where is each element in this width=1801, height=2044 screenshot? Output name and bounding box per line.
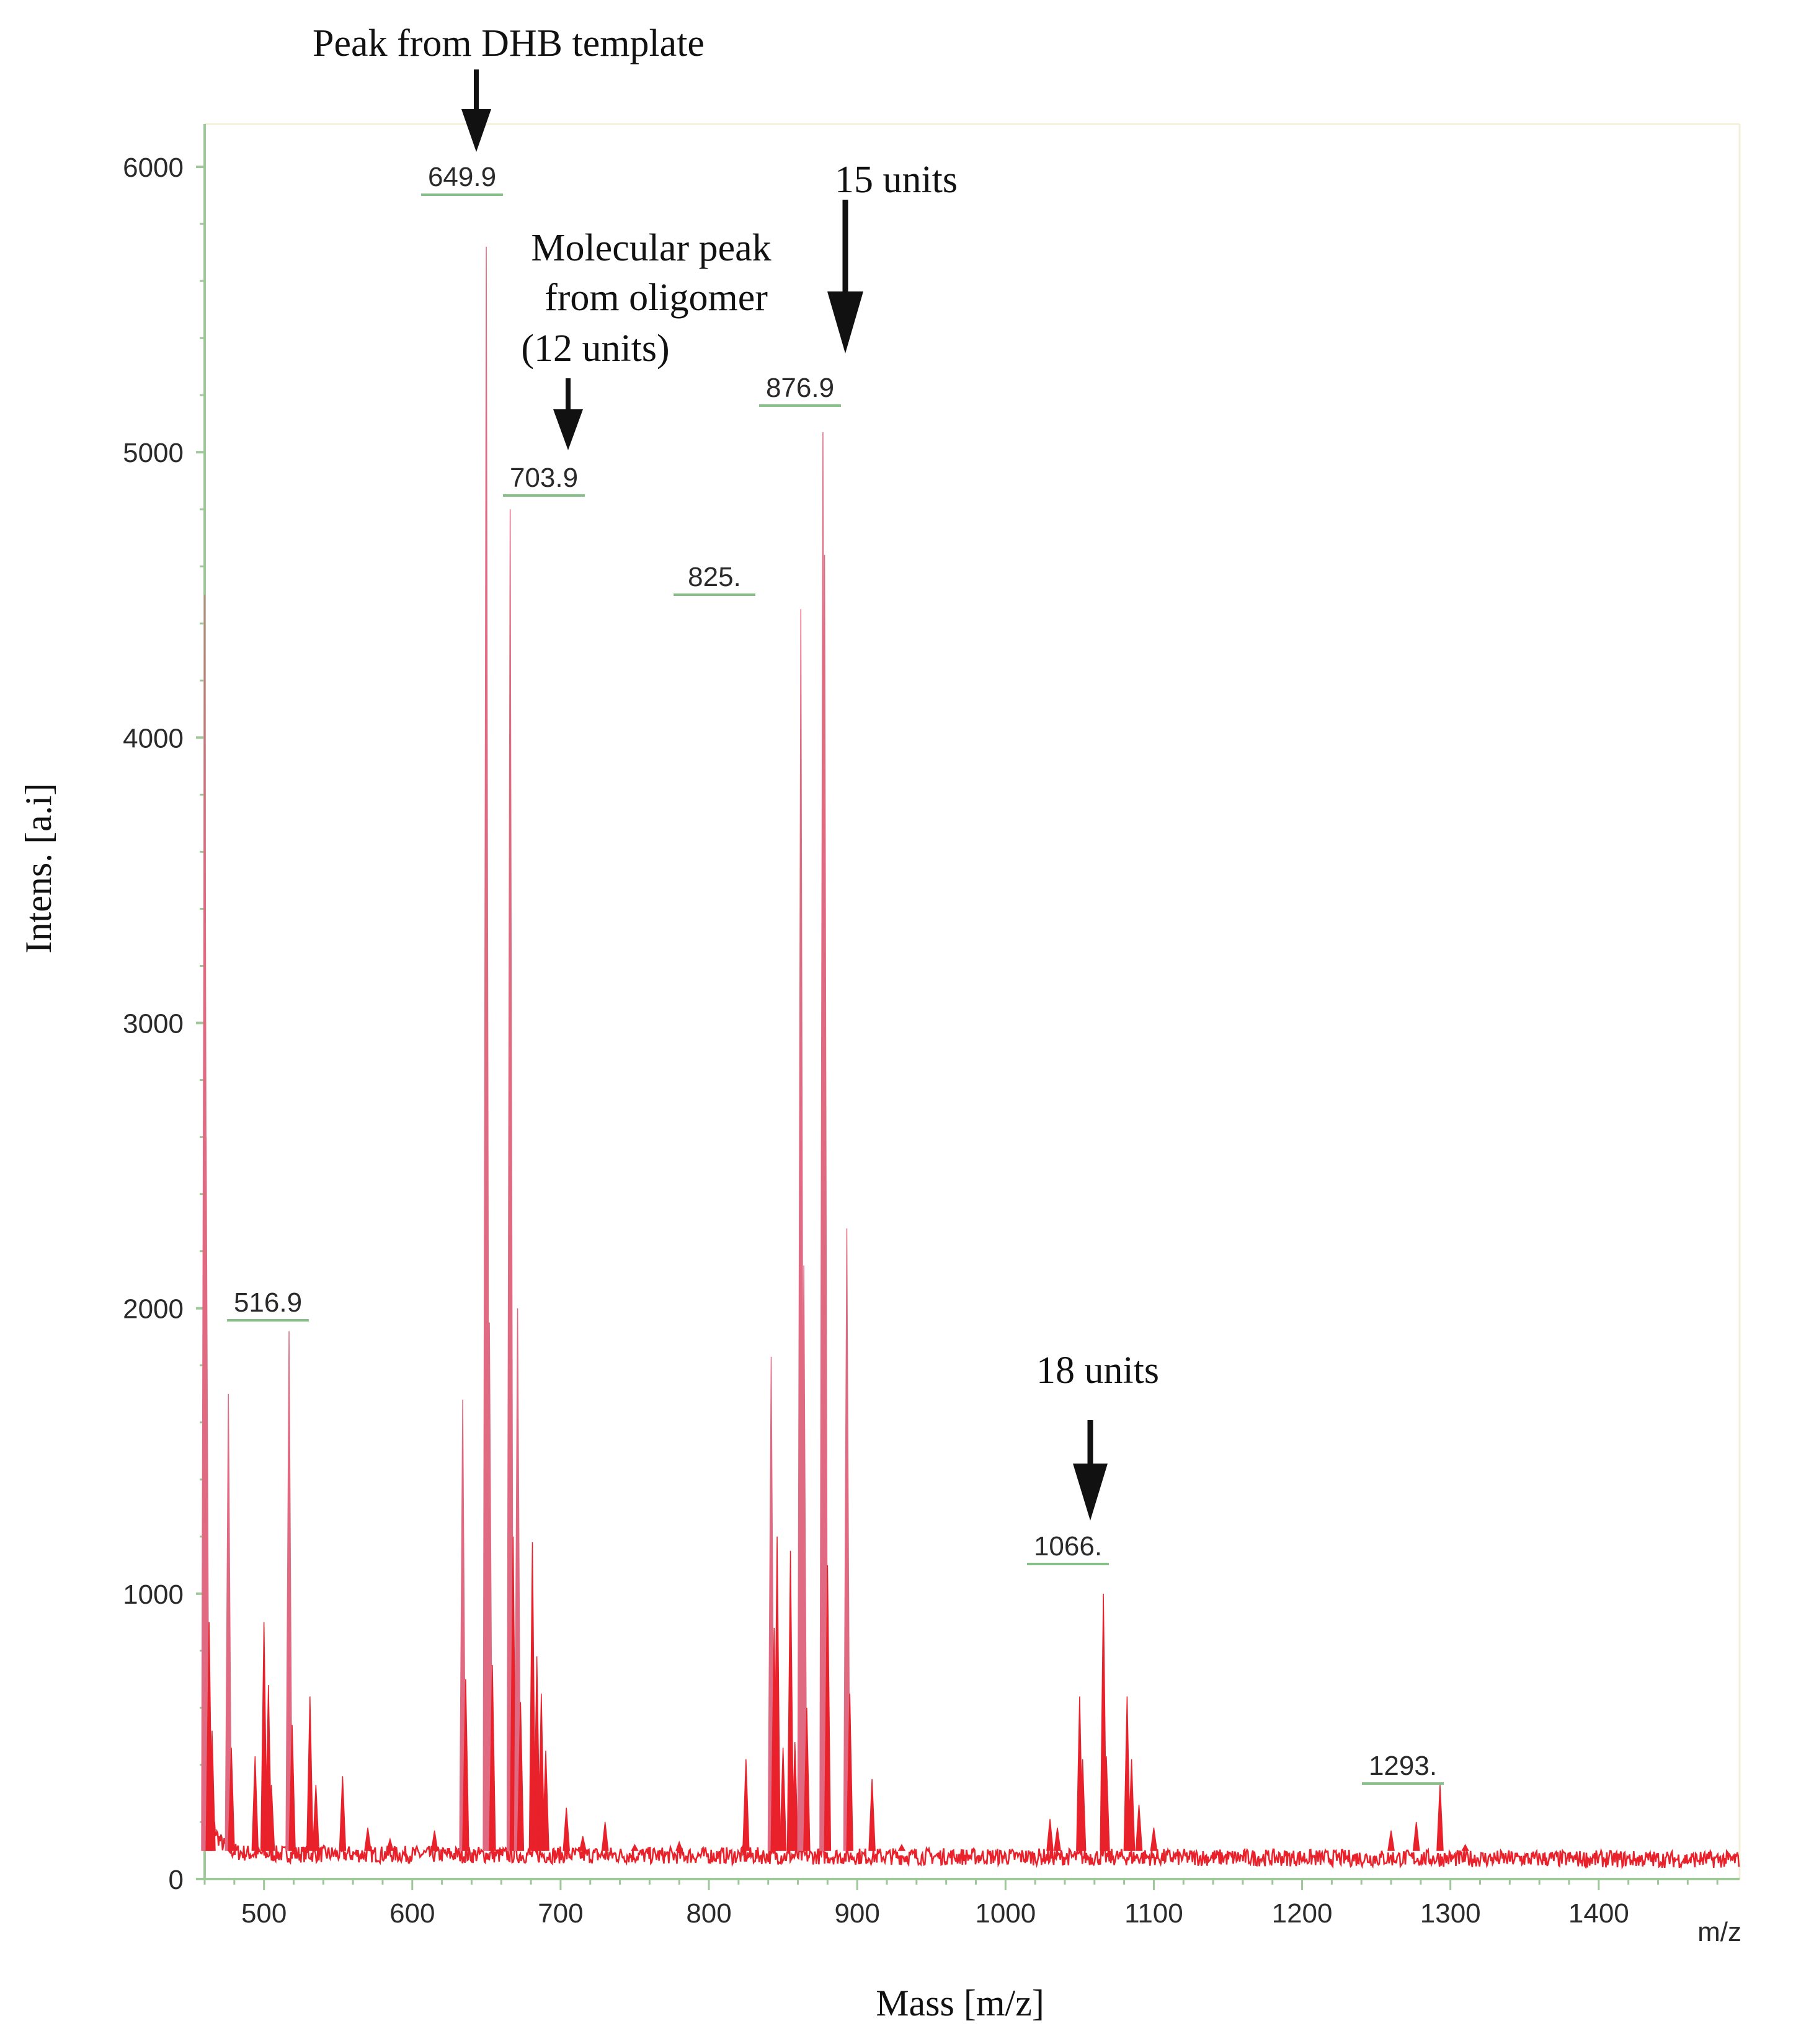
spectrum-peak xyxy=(1103,1756,1110,1851)
annotation-18-units: 18 units xyxy=(1036,1349,1159,1392)
spectrum-peak xyxy=(528,1542,536,1851)
x-tick-label: 900 xyxy=(834,1898,879,1929)
spectrum-baseline xyxy=(203,1779,1740,1870)
spectrum-peak xyxy=(579,1836,587,1851)
spectrum-peak xyxy=(803,1707,811,1851)
x-axis-ticks: 500 600 700 800 900 1000 1100 1200 1300 1400 xyxy=(203,1879,1719,1929)
y-axis-ticks: 0 1000 2000 3000 4000 5000 6000 xyxy=(123,153,205,1895)
spectrum-peak xyxy=(791,1742,799,1851)
x-tick-label: 1300 xyxy=(1420,1898,1481,1929)
x-axis-title: Mass [m/z] xyxy=(876,1983,1044,2024)
peak-label: 703.9 xyxy=(510,463,578,493)
spectrum-peak xyxy=(306,1696,314,1851)
spectrum-peak xyxy=(542,1750,549,1851)
y-tick-label: 6000 xyxy=(123,153,184,183)
spectrum-peak xyxy=(517,1702,525,1851)
peak-label: 876.9 xyxy=(766,373,834,403)
x-tick-label: 1400 xyxy=(1568,1898,1629,1929)
peak-label: 516.9 xyxy=(234,1287,302,1318)
arrow-dhb-template xyxy=(461,69,491,152)
spectrum-peak xyxy=(868,1779,876,1851)
x-tick-label: 1000 xyxy=(975,1898,1036,1929)
spectrum-peak xyxy=(786,1550,794,1851)
spectrum-peak xyxy=(773,1536,781,1851)
spectrum-peak xyxy=(779,1748,787,1851)
spectrum-peak xyxy=(563,1807,571,1851)
spectrum-peak xyxy=(386,1837,394,1851)
spectrum-peak xyxy=(430,1830,438,1851)
peak-label: 649.9 xyxy=(428,162,496,192)
x-tick-label: 600 xyxy=(389,1898,435,1929)
y-tick-label: 5000 xyxy=(123,438,184,468)
spectrum-peak xyxy=(1123,1696,1131,1851)
spectrum-peak xyxy=(489,1664,496,1851)
spectrum-peak xyxy=(228,1748,235,1851)
spectrum-peak xyxy=(251,1756,259,1851)
spectrum-peak xyxy=(1127,1759,1136,1851)
peak-label: 1293. xyxy=(1369,1751,1437,1781)
arrow-15-units xyxy=(827,200,863,353)
annotation-15-units: 15 units xyxy=(835,159,958,201)
spectrum-peak xyxy=(1461,1844,1469,1851)
spectrum-peak xyxy=(260,1622,268,1851)
spectrum-peak xyxy=(1046,1819,1054,1851)
spectrum-peak xyxy=(1387,1830,1395,1851)
arrow-18-units xyxy=(1073,1420,1108,1521)
y-tick-label: 2000 xyxy=(123,1294,184,1325)
spectrum-peak xyxy=(533,1656,541,1851)
annotation-molecular-peak-line1: Molecular peak xyxy=(531,227,771,269)
spectrum-peak xyxy=(312,1785,320,1851)
spectrum-peak xyxy=(208,1730,216,1851)
spectrum-peak xyxy=(742,1759,750,1851)
spectrum-peak xyxy=(1436,1785,1444,1851)
x-tick-label: 700 xyxy=(538,1898,583,1929)
spectrum-peak xyxy=(897,1844,906,1851)
spectrum-peak xyxy=(288,1725,296,1851)
spectrum-peak xyxy=(1078,1759,1087,1851)
peak-labels: 516.9 649.9 703.9 825. 876.9 1066. 1293. xyxy=(227,162,1444,1785)
y-tick-label: 3000 xyxy=(123,1009,184,1039)
spectrum-peak xyxy=(631,1844,639,1851)
spectrum-peak xyxy=(267,1785,275,1851)
x-tick-label: 1100 xyxy=(1124,1898,1183,1929)
annotation-molecular-peak-line2: from oligomer xyxy=(545,277,768,319)
spectrum-peak xyxy=(601,1821,609,1851)
x-tick-label: 1200 xyxy=(1272,1898,1333,1929)
annotation-dhb-template: Peak from DHB template xyxy=(313,22,705,64)
spectrum-peak xyxy=(364,1828,371,1851)
spectrum-peak xyxy=(1135,1805,1143,1851)
spectrum-peak xyxy=(675,1840,683,1851)
spectrum-peak xyxy=(538,1693,545,1851)
spectrum-peak xyxy=(1150,1828,1158,1851)
peak-label: 825. xyxy=(688,562,741,592)
spectrum-peak xyxy=(1054,1828,1061,1851)
x-axis-unit-label: m/z xyxy=(1697,1917,1741,1947)
spectrum-peak xyxy=(824,1565,832,1851)
y-tick-label: 4000 xyxy=(123,723,184,753)
arrow-12-units xyxy=(553,378,583,450)
spectrum-peak xyxy=(339,1776,347,1851)
spectrum-peak xyxy=(1412,1821,1420,1851)
x-tick-label: 500 xyxy=(241,1898,287,1929)
y-tick-label: 1000 xyxy=(123,1580,184,1610)
spectrum-peak xyxy=(462,1679,469,1851)
y-axis-title: Intens. [a.i] xyxy=(18,783,59,954)
x-tick-label: 800 xyxy=(686,1898,731,1929)
y-tick-label: 0 xyxy=(169,1865,184,1895)
spectrum-peak xyxy=(846,1693,853,1851)
spectrum-series xyxy=(201,246,1740,1870)
annotation-molecular-peak-line3: (12 units) xyxy=(521,327,669,370)
peak-label: 1066. xyxy=(1034,1531,1102,1562)
